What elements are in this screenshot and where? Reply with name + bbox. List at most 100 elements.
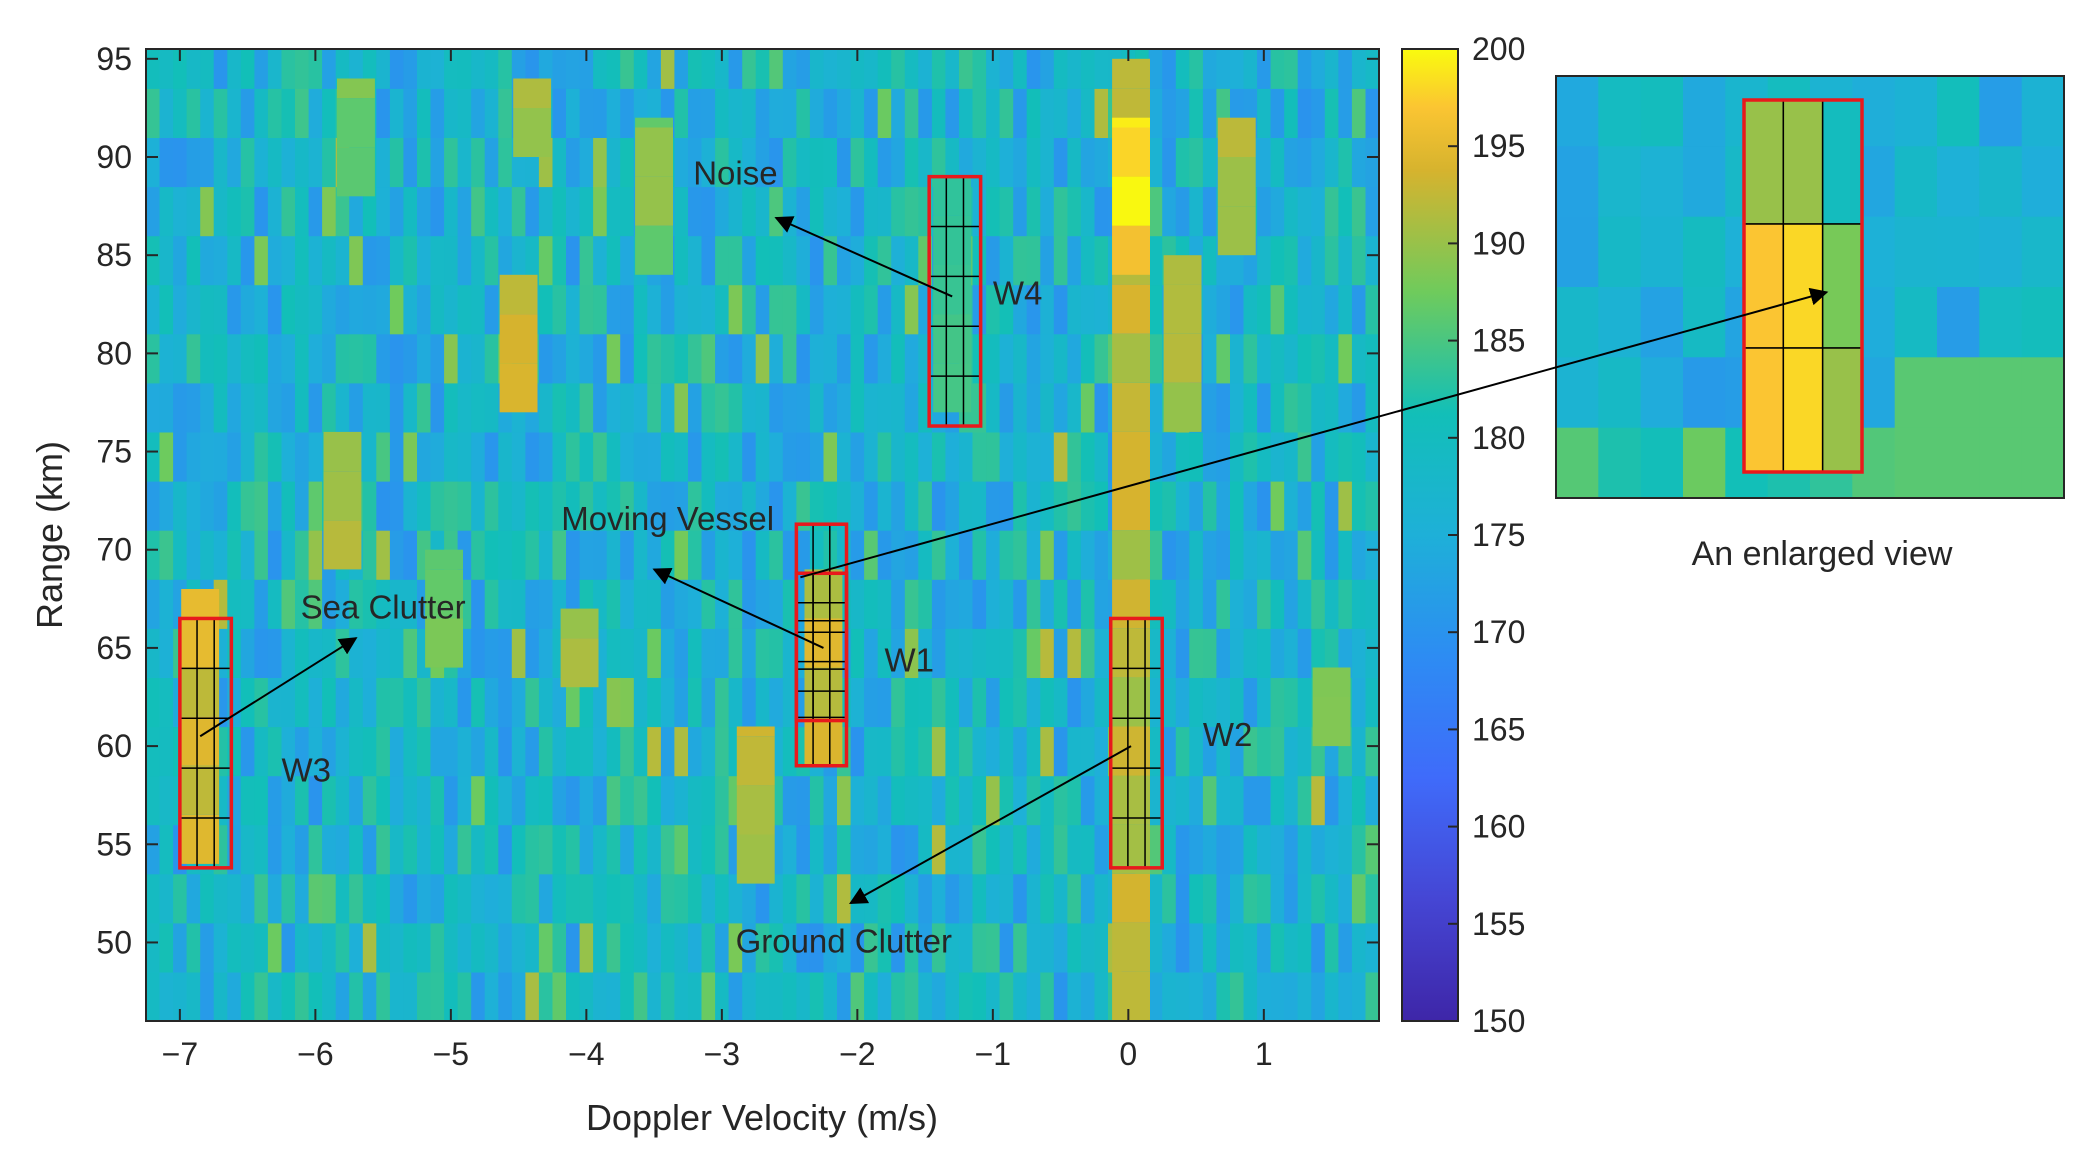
heatmap-cell xyxy=(1297,88,1312,138)
heatmap-cell xyxy=(809,235,824,286)
heatmap-cell xyxy=(891,971,906,1021)
heatmap-cell xyxy=(389,628,404,678)
heatmap-cell xyxy=(457,431,472,482)
inset-cell xyxy=(1979,287,2023,358)
heatmap-cell xyxy=(877,137,892,188)
heatmap-cell xyxy=(1297,235,1312,286)
heatmap-cell xyxy=(647,726,662,777)
heatmap-cell xyxy=(484,922,499,973)
heatmap-cell xyxy=(227,284,242,335)
heatmap-cell xyxy=(986,481,1001,531)
colorbar-tick-label: 195 xyxy=(1472,128,1525,164)
heatmap-cell xyxy=(755,628,770,678)
heatmap-cell xyxy=(755,677,770,728)
heatmap-cell xyxy=(1080,628,1095,678)
x-tick-label: −2 xyxy=(839,1036,875,1072)
hot-spot-cell xyxy=(1217,157,1256,207)
heatmap-cell xyxy=(864,481,879,531)
inset-cell xyxy=(2021,357,2065,429)
hot-spot-cell xyxy=(804,667,843,717)
heatmap-cell xyxy=(606,481,621,531)
heatmap-cell xyxy=(1094,922,1109,973)
heatmap-cell xyxy=(1324,628,1339,678)
heatmap-cell xyxy=(796,530,811,580)
heatmap-cell xyxy=(173,88,188,138)
heatmap-cell xyxy=(322,49,337,89)
heatmap-cell xyxy=(457,677,472,728)
heatmap-cell xyxy=(525,775,540,826)
heatmap-cell xyxy=(999,971,1014,1021)
heatmap-cell xyxy=(186,235,201,286)
heatmap-cell xyxy=(606,284,621,335)
heatmap-cell xyxy=(362,579,377,629)
colorbar-tick-label: 185 xyxy=(1472,323,1525,359)
heatmap-cell xyxy=(999,333,1014,384)
inset-cell xyxy=(1937,357,1980,429)
heatmap-cell xyxy=(1040,579,1055,629)
heatmap-cell xyxy=(972,726,987,777)
inset-cell xyxy=(1556,287,1599,358)
heatmap-cell xyxy=(566,49,581,89)
heatmap-cell xyxy=(1351,775,1366,826)
heatmap-cell xyxy=(1379,628,1393,678)
inset-window-cell xyxy=(1743,223,1785,349)
heatmap-cell xyxy=(267,186,282,237)
heatmap-cell xyxy=(769,49,784,89)
heatmap-cell xyxy=(376,579,391,629)
heatmap-cell xyxy=(1067,579,1082,629)
heatmap-cell xyxy=(796,235,811,286)
heatmap-cell xyxy=(349,284,364,335)
inset-cell xyxy=(1640,357,1684,429)
inset-window-cell xyxy=(1821,99,1863,225)
heatmap-cell xyxy=(647,775,662,826)
heatmap-cell xyxy=(1067,824,1082,875)
heatmap-cell xyxy=(295,235,310,286)
heatmap-cell xyxy=(1067,677,1082,728)
heatmap-cell xyxy=(1148,481,1163,531)
heatmap-cell xyxy=(1365,922,1379,973)
heatmap-cell xyxy=(660,677,675,728)
heatmap-cell xyxy=(606,88,621,138)
heatmap-cell xyxy=(986,628,1001,678)
heatmap-cell xyxy=(931,137,946,188)
heatmap-cell xyxy=(674,88,689,138)
heatmap-cell xyxy=(1040,726,1055,777)
heatmap-cell xyxy=(742,579,757,629)
heatmap-cell xyxy=(1324,88,1339,138)
inset-window-cell xyxy=(1782,99,1824,225)
heatmap-cell xyxy=(715,333,730,384)
inset-cell xyxy=(1979,216,2023,288)
heatmap-cell xyxy=(1338,137,1353,188)
heatmap-cell xyxy=(1297,726,1312,777)
heatmap-cell xyxy=(1351,628,1366,678)
heatmap-cell xyxy=(837,481,852,531)
heatmap-cell xyxy=(674,481,689,531)
heatmap-cell xyxy=(1094,333,1109,384)
heatmap-cell xyxy=(335,382,350,433)
heatmap-cell xyxy=(742,382,757,433)
heatmap-cell xyxy=(295,922,310,973)
heatmap-cell xyxy=(796,333,811,384)
heatmap-cell xyxy=(295,49,310,89)
heatmap-cell xyxy=(525,824,540,875)
heatmap-cell xyxy=(1080,284,1095,335)
heatmap-cell xyxy=(1026,530,1041,580)
heatmap-cell xyxy=(1067,530,1082,580)
heatmap-cell xyxy=(417,481,432,531)
heatmap-cell xyxy=(931,824,946,875)
heatmap-cell xyxy=(1257,677,1272,728)
inset-cell xyxy=(1598,427,1642,499)
heatmap-cell xyxy=(498,235,513,286)
heatmap-cell xyxy=(240,186,255,237)
heatmap-cell xyxy=(376,235,391,286)
heatmap-cell xyxy=(1067,922,1082,973)
annotation-w1: W1 xyxy=(884,641,934,678)
heatmap-cell xyxy=(146,922,161,973)
heatmap-cell xyxy=(1080,579,1095,629)
heatmap-cell xyxy=(498,49,513,89)
heatmap-cell xyxy=(972,628,987,678)
heatmap-cell xyxy=(159,922,174,973)
heatmap-cell xyxy=(837,186,852,237)
heatmap-cell xyxy=(1379,137,1393,187)
heatmap-cell xyxy=(335,186,350,237)
